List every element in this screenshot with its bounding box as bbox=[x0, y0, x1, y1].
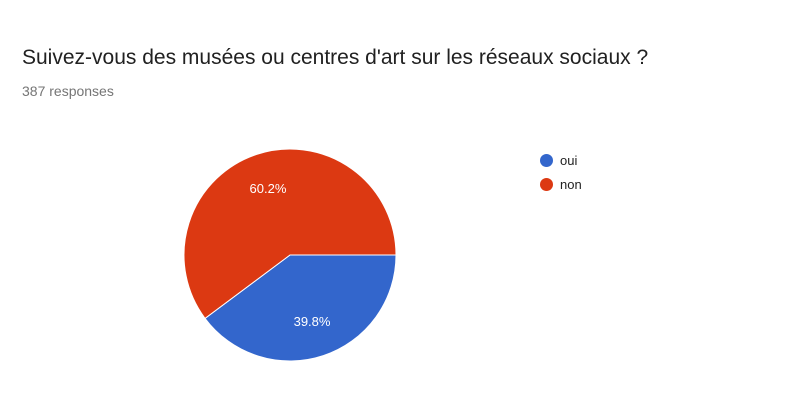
legend-item-oui[interactable]: oui bbox=[540, 148, 582, 172]
pie-slice-non[interactable] bbox=[183, 148, 397, 320]
legend-label-non: non bbox=[560, 176, 582, 192]
chart-title: Suivez-vous des musées ou centres d'art … bbox=[22, 46, 649, 69]
pie-slice-oui[interactable] bbox=[204, 254, 397, 362]
legend-label-oui: oui bbox=[560, 152, 578, 168]
legend-item-non[interactable]: non bbox=[540, 172, 582, 196]
chart-legend: oui non bbox=[540, 148, 582, 196]
response-count: 387 responses bbox=[22, 83, 114, 99]
legend-swatch-non bbox=[540, 177, 553, 191]
pie-label-oui: 39.8% bbox=[294, 314, 331, 329]
legend-swatch-oui bbox=[540, 153, 553, 167]
pie-label-non: 60.2% bbox=[250, 181, 287, 196]
